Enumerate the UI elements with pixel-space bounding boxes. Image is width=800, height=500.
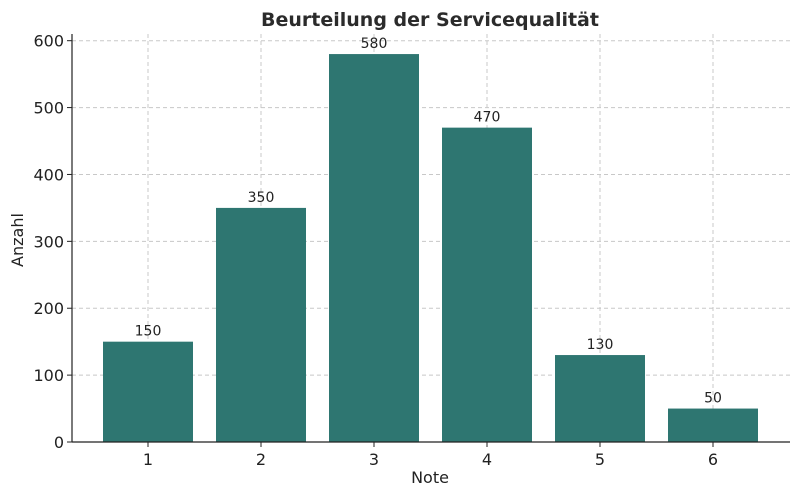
data-label: 350 xyxy=(248,190,275,206)
bar xyxy=(216,207,306,442)
axes: 0 100 200 300 400 500 600 1 2 3 4 5 6 xyxy=(33,32,790,469)
y-tick-label: 600 xyxy=(33,32,64,51)
y-tick-label: 400 xyxy=(33,165,64,184)
y-tick-label: 200 xyxy=(33,299,64,318)
y-tick-label: 300 xyxy=(33,232,64,251)
y-tick-label: 0 xyxy=(54,433,64,452)
x-tick-label: 6 xyxy=(708,450,718,469)
bar xyxy=(329,54,419,442)
x-tick-label: 3 xyxy=(369,450,379,469)
data-label: 470 xyxy=(474,110,501,126)
y-tick-label: 100 xyxy=(33,366,64,385)
y-tick-label: 500 xyxy=(33,99,64,118)
x-tick-label: 5 xyxy=(595,450,605,469)
x-axis-label: Note xyxy=(411,468,449,487)
bar xyxy=(555,355,645,442)
data-label: 580 xyxy=(361,36,388,52)
x-tick-label: 2 xyxy=(256,450,266,469)
bar xyxy=(668,408,758,442)
data-label: 50 xyxy=(704,391,722,407)
data-labels: 150 350 580 470 130 50 xyxy=(135,36,722,406)
x-tick-label: 4 xyxy=(482,450,492,469)
x-tick-label: 1 xyxy=(143,450,153,469)
bar xyxy=(442,127,532,442)
data-label: 150 xyxy=(135,324,162,340)
data-label: 130 xyxy=(587,337,614,353)
chart-title: Beurteilung der Servicequalität xyxy=(261,9,599,31)
y-axis-label: Anzahl xyxy=(8,213,27,267)
bar xyxy=(103,341,193,442)
bars xyxy=(103,54,758,442)
